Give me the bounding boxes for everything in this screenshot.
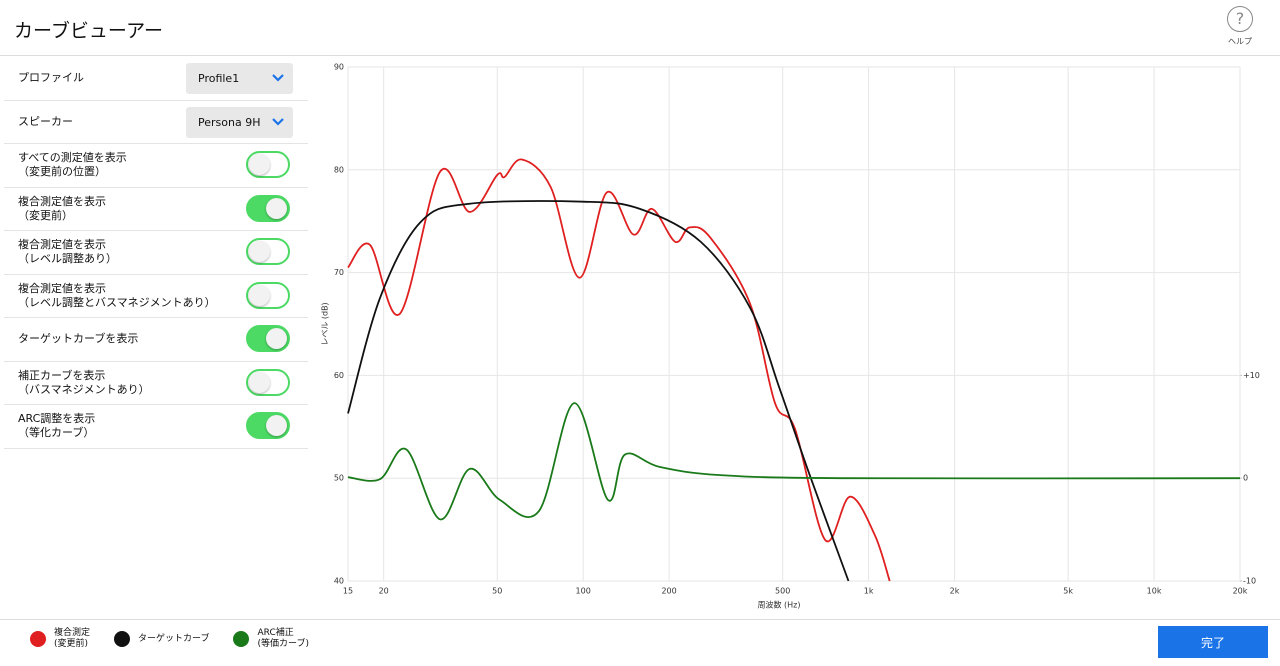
legend-swatch <box>233 631 250 647</box>
legend-label: ターゲットカーブ <box>138 633 210 644</box>
legend-swatch <box>114 631 131 647</box>
setting-row: 複合測定値を表示 （変更前） <box>4 188 308 231</box>
setting-label: ARC調整を表示 （等化カーブ） <box>18 412 96 440</box>
y-tick-label: 50 <box>334 474 344 483</box>
toggle[interactable] <box>246 194 290 222</box>
x-tick-label: 2k <box>950 587 960 596</box>
chevron-icon <box>272 74 284 82</box>
y-tick-label: 70 <box>334 268 344 277</box>
divider <box>0 55 1280 56</box>
y-tick-label: 60 <box>334 371 344 380</box>
x-tick-label: 50 <box>492 587 502 596</box>
setting-label: すべての測定値を表示 （変更前の位置） <box>18 151 127 179</box>
toggle-knob <box>266 197 287 219</box>
series-line <box>347 158 891 582</box>
legend-label: 複合測定 (変更前) <box>54 628 91 649</box>
x-tick-label: 20 <box>379 587 389 596</box>
dropdown-value: Persona 9H <box>198 115 261 129</box>
y-axis-label: レベル (dB) <box>321 302 330 345</box>
dropdown[interactable]: Persona 9H <box>186 106 293 138</box>
y-tick-label: 90 <box>334 63 344 72</box>
x-tick-label: 15 <box>343 587 353 596</box>
x-tick-label: 500 <box>775 587 790 596</box>
toggle[interactable] <box>246 238 290 265</box>
legend-swatch <box>30 631 46 647</box>
x-tick-label: 200 <box>661 587 676 596</box>
y2-tick-label: -10 <box>1243 577 1256 586</box>
y2-tick-label: 0 <box>1243 474 1248 483</box>
setting-row: スピーカー Persona 9H <box>4 101 308 144</box>
toggle[interactable] <box>246 368 290 396</box>
toggle-knob <box>249 241 270 262</box>
legend: 複合測定 (変更前) ターゲットカーブ ARC補正 (等価カーブ) <box>30 628 309 650</box>
setting-label: 補正カーブを表示 （バスマネジメントあり） <box>18 368 150 396</box>
toggle[interactable] <box>246 281 290 309</box>
page-title: カーブビューアー <box>14 20 163 42</box>
setting-row: すべての測定値を表示 （変更前の位置） <box>4 144 308 188</box>
x-tick-label: 10k <box>1147 587 1162 596</box>
setting-label: プロファイル <box>18 71 84 85</box>
setting-label: 複合測定値を表示 （レベル調整とバスマネジメントあり） <box>18 281 216 309</box>
help-label: ヘルプ <box>1228 37 1252 46</box>
setting-label: 複合測定値を表示 （変更前） <box>18 194 106 222</box>
toggle-knob <box>266 415 287 436</box>
y-tick-label: 40 <box>334 577 344 586</box>
setting-row: 補正カーブを表示 （バスマネジメントあり） <box>4 362 308 405</box>
toggle-knob <box>249 371 270 393</box>
legend-item: ARC補正 (等価カーブ) <box>233 628 309 650</box>
chevron-icon <box>272 117 284 126</box>
x-tick-label: 20k <box>1233 587 1248 596</box>
x-tick-label: 100 <box>576 587 591 596</box>
toggle-knob <box>249 154 270 175</box>
legend-item: ターゲットカーブ <box>114 628 209 650</box>
toggle-knob <box>266 328 287 349</box>
setting-row: ターゲットカーブを表示 <box>4 318 308 362</box>
setting-row: 複合測定値を表示 （レベル調整あり） <box>4 231 308 275</box>
dropdown[interactable]: Profile1 <box>186 63 293 94</box>
toggle-knob <box>249 284 270 306</box>
toggle[interactable] <box>246 412 290 439</box>
setting-row: プロファイル Profile1 <box>4 57 308 101</box>
chart: 40 50 60 70 80 90 -10 0 +10 15 20 50 100 200 500 1k 2k 5k… <box>321 63 1260 610</box>
x-tick-label: 5k <box>1063 587 1073 596</box>
divider <box>0 619 1280 620</box>
setting-label: 複合測定値を表示 （レベル調整あり） <box>18 238 117 266</box>
done-button[interactable]: 完了 <box>1158 626 1268 658</box>
legend-item: 複合測定 (変更前) <box>30 628 90 650</box>
setting-label: ターゲットカーブを表示 <box>18 332 139 346</box>
x-tick-label: 1k <box>864 587 874 596</box>
y2-tick-label: +10 <box>1243 371 1260 380</box>
help-button[interactable]: ? ヘルプ <box>1220 6 1260 47</box>
setting-label: スピーカー <box>18 114 73 128</box>
series-line <box>347 402 1241 521</box>
help-icon: ? <box>1227 6 1253 32</box>
series-line <box>347 200 850 582</box>
toggle[interactable] <box>246 325 290 352</box>
y-tick-label: 80 <box>334 165 344 174</box>
legend-label: ARC補正 (等価カーブ) <box>257 628 309 649</box>
setting-row: ARC調整を表示 （等化カーブ） <box>4 405 308 449</box>
dropdown-value: Profile1 <box>198 72 240 85</box>
settings-panel: プロファイル Profile1 スピーカー Persona 9H すべての測定値を表示 … <box>4 57 308 449</box>
x-axis-label: 周波数 (Hz) <box>758 600 801 610</box>
setting-row: 複合測定値を表示 （レベル調整とバスマネジメントあり） <box>4 275 308 318</box>
toggle[interactable] <box>246 151 290 178</box>
